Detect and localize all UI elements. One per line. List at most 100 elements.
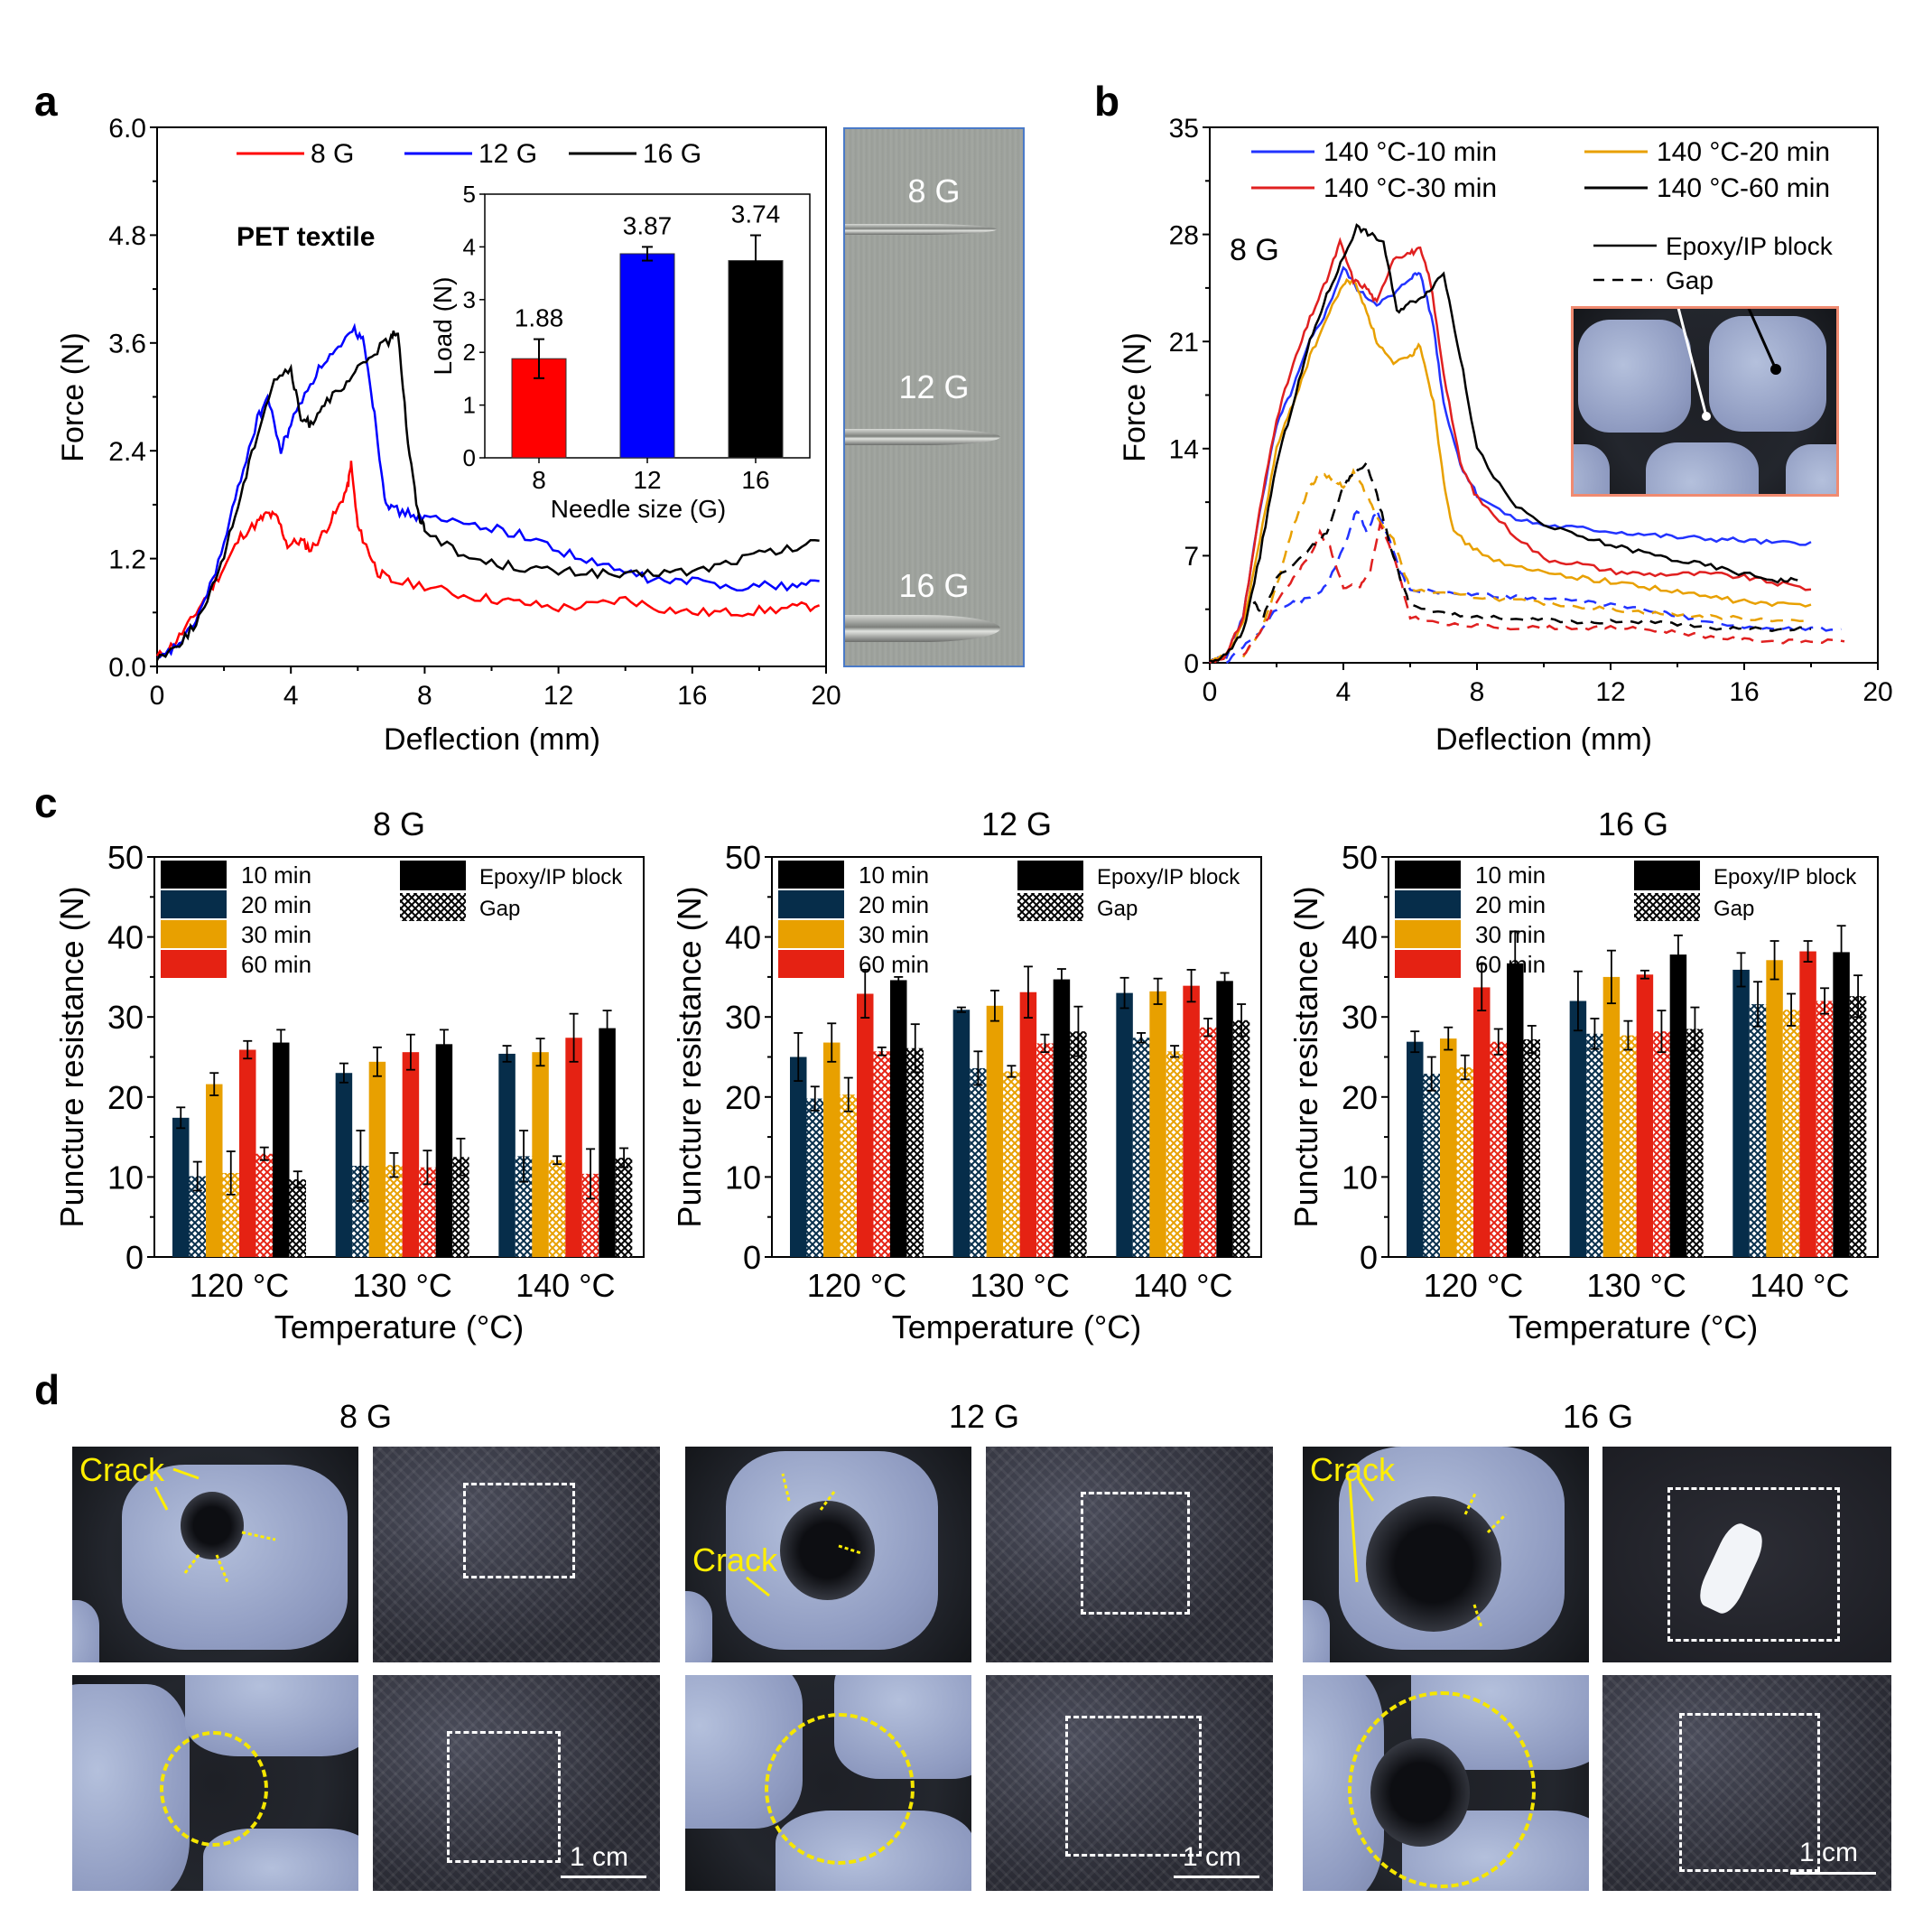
y-axis-label: Puncture resistance (N) bbox=[53, 886, 90, 1227]
x-tick-label: 130 °C bbox=[1586, 1267, 1686, 1304]
damage-region-box bbox=[1679, 1713, 1820, 1872]
legend-swatch-30-min bbox=[778, 920, 844, 948]
bar-20-min-130C bbox=[1569, 1001, 1587, 1257]
inset-bar-12 bbox=[619, 253, 675, 459]
crack-arrow bbox=[746, 1576, 770, 1597]
x-tick-label: 0 bbox=[150, 681, 165, 711]
needle-photo: 8 G 12 G 16 G bbox=[843, 127, 1025, 667]
bar-10-min-140C bbox=[1216, 981, 1233, 1257]
bar-10-min-120C bbox=[1507, 963, 1524, 1257]
legend-label: 20 min bbox=[859, 891, 929, 918]
d-title-16g: 16 G bbox=[1562, 1398, 1634, 1435]
bar-30-min-130C bbox=[1602, 976, 1621, 1257]
legend-label: 30 min bbox=[1475, 921, 1546, 948]
bar-30-min-gap-140C bbox=[1782, 1010, 1800, 1257]
damage-region-box bbox=[1065, 1716, 1202, 1857]
x-tick-label: 20 bbox=[811, 681, 841, 711]
bar-30-min-gap-120C bbox=[840, 1094, 857, 1257]
y-tick-label: 0 bbox=[1360, 1239, 1378, 1276]
bar-20-min-gap-120C bbox=[1423, 1074, 1440, 1257]
y-tick-label: 30 bbox=[1342, 999, 1378, 1036]
panel-label-b: b bbox=[1094, 78, 1120, 125]
bar-20-min-gap-140C bbox=[1749, 1004, 1767, 1257]
scale-bar bbox=[561, 1876, 646, 1878]
bar-20-min-120C bbox=[1407, 1041, 1424, 1257]
legend-label: Epoxy/IP block bbox=[1097, 865, 1240, 889]
y-tick-label: 40 bbox=[725, 919, 761, 956]
x-tick-label: 140 °C bbox=[516, 1267, 615, 1304]
x-tick-label: 4 bbox=[1336, 677, 1351, 707]
y-tick-label: 0 bbox=[125, 1239, 144, 1276]
bar-60-min-gap-120C bbox=[255, 1153, 273, 1257]
legend-swatch-30-min bbox=[161, 920, 227, 948]
series-line-8g bbox=[155, 461, 821, 657]
chart-c-16g: 0 10 20 30 40 50 16 G 120 °C 130 °C 140 °C Tempera… bbox=[1287, 805, 1879, 1345]
bar-10-min-gap-120C bbox=[289, 1179, 306, 1257]
x-tick-label: 140 °C bbox=[1133, 1267, 1232, 1304]
bar-60-min-130C bbox=[1019, 991, 1037, 1257]
bar-20-min-gap-130C bbox=[1586, 1033, 1603, 1257]
x-tick-label: 130 °C bbox=[970, 1267, 1069, 1304]
x-tick-label: 140 °C bbox=[1750, 1267, 1849, 1304]
y-tick-label: 40 bbox=[107, 919, 144, 956]
bar-30-min-140C bbox=[532, 1052, 549, 1257]
d-title-8g: 8 G bbox=[339, 1398, 393, 1435]
y-axis-label: Force (N) bbox=[56, 332, 90, 462]
legend-label: 20 min bbox=[241, 891, 311, 918]
inset-y-tick-label: 0 bbox=[463, 444, 476, 471]
bar-60-min-120C bbox=[239, 1049, 256, 1257]
bar-30-min-gap-130C bbox=[1620, 1035, 1637, 1257]
damage-region-box bbox=[463, 1483, 575, 1578]
legend-label: 8 G bbox=[311, 139, 354, 169]
epoxy-block-image bbox=[1786, 444, 1836, 494]
x-axis-label: Deflection (mm) bbox=[1435, 722, 1652, 757]
bar-10-min-gap-130C bbox=[1686, 1029, 1704, 1257]
x-tick-label: 4 bbox=[283, 681, 299, 711]
bar-20-min-140C bbox=[498, 1053, 516, 1257]
series-line-16g bbox=[155, 330, 820, 661]
legend-label: 12 G bbox=[478, 139, 537, 169]
legend-swatch-hatch bbox=[1634, 893, 1700, 921]
bar-60-min-gap-130C bbox=[1653, 1031, 1670, 1257]
bar-30-min-120C bbox=[206, 1084, 223, 1257]
bar-20-min-gap-120C bbox=[806, 1098, 823, 1257]
bar-30-min-130C bbox=[368, 1061, 386, 1257]
legend-label: 20 min bbox=[1475, 891, 1546, 918]
inset-y-tick-label: 5 bbox=[463, 181, 476, 208]
chart-c-8g: 0 10 20 30 40 50 8 G 120 °C 130 °C 140 °C Temperat… bbox=[53, 805, 645, 1345]
bar-60-min-gap-120C bbox=[1490, 1041, 1507, 1257]
legend-label: Gap bbox=[1714, 897, 1754, 921]
x-tick-label: 12 bbox=[1595, 677, 1625, 707]
y-tick-label: 10 bbox=[725, 1159, 761, 1196]
inset-y-axis-label: Load (N) bbox=[429, 277, 457, 376]
inset-y-tick-label: 4 bbox=[463, 233, 476, 260]
bar-20-min-120C bbox=[790, 1057, 807, 1257]
bar-30-min-gap-130C bbox=[1003, 1071, 1020, 1257]
legend-label: 30 min bbox=[859, 921, 929, 948]
crack-direction-arrow bbox=[241, 1531, 276, 1541]
d-8g-textile-top-photo bbox=[373, 1447, 660, 1662]
bar-60-min-120C bbox=[1473, 987, 1491, 1257]
y-tick-label: 30 bbox=[725, 999, 761, 1036]
legend-label: Epoxy/IP block bbox=[1714, 865, 1857, 889]
inset-x-tick-label: 16 bbox=[741, 466, 769, 494]
bar-60-min-140C bbox=[1799, 951, 1816, 1257]
needle-label-16g: 16 G bbox=[898, 567, 970, 604]
gap-damage-circle bbox=[1348, 1691, 1536, 1888]
d-16g-block-bottom-photo bbox=[1303, 1675, 1589, 1891]
block-pointer-line bbox=[1747, 309, 1778, 370]
annotation-pet-textile: PET textile bbox=[237, 222, 375, 252]
inset-y-tick-label: 3 bbox=[463, 286, 476, 313]
inset-data-label: 1.88 bbox=[515, 304, 564, 332]
inset-y-tick-label: 2 bbox=[463, 339, 476, 366]
chart-b-force-deflection: 0 7 14 21 28 35 0 4 8 12 16 20 140 °C-10 min 140 °C-2… bbox=[1118, 114, 1893, 757]
x-tick-label: 20 bbox=[1862, 677, 1892, 707]
crack-direction-arrow bbox=[838, 1544, 862, 1555]
needle-12g-image bbox=[845, 429, 1000, 445]
legend-swatch-20-min bbox=[161, 890, 227, 918]
bar-30-min-gap-120C bbox=[1456, 1067, 1473, 1257]
puncture-hole bbox=[1366, 1496, 1501, 1632]
x-tick-label: 120 °C bbox=[190, 1267, 289, 1304]
inset-pointer-lines bbox=[1677, 309, 1781, 421]
d-12g-textile-top-photo bbox=[986, 1447, 1273, 1662]
